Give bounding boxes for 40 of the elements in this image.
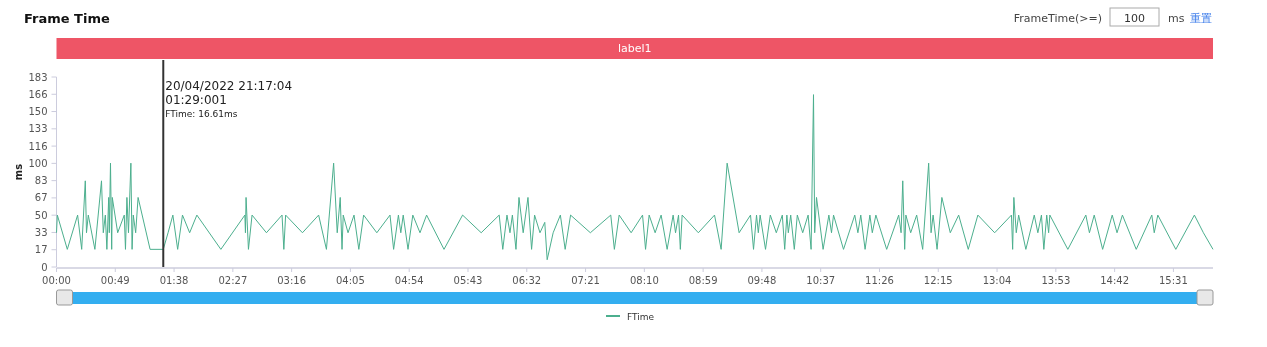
x-tick-label: 13:53 (1041, 275, 1071, 286)
x-tick-label: 02:27 (218, 275, 248, 286)
x-tick-label: 05:43 (453, 275, 483, 286)
x-tick-label: 00:49 (100, 275, 130, 286)
y-tick-label: 116 (28, 140, 48, 152)
annotation: FTime: 16.61ms (165, 109, 238, 119)
x-tick-label: 06:32 (512, 275, 542, 286)
x-tick-label: 13:04 (982, 275, 1012, 286)
x-tick-label: 14:42 (1100, 275, 1130, 286)
x-tick-label: 09:48 (747, 275, 777, 286)
y-tick-label: 133 (28, 123, 48, 135)
x-tick-label: 04:05 (336, 275, 365, 286)
x-tick-label: 01:38 (159, 275, 189, 286)
text: label1 (617, 42, 652, 55)
y-tick-label: 100 (28, 157, 48, 169)
chart-title: Frame Time (24, 11, 110, 26)
y-tick-label: 50 (34, 209, 48, 221)
x-tick-label: 04:54 (394, 275, 424, 286)
x-tick-label: 08:10 (629, 275, 659, 286)
y-tick-label: 67 (34, 192, 48, 204)
x-tick-label: 00:00 (42, 275, 71, 286)
x-tick-label: 07:21 (571, 275, 600, 286)
y-tick-label: 83 (34, 175, 48, 187)
x-tick-label: 08:59 (688, 275, 718, 286)
x-tick-label: 12:15 (923, 275, 953, 286)
y-tick-label: 0 (41, 261, 48, 273)
x-tick-label: 15:31 (1159, 275, 1188, 286)
x-tick-label: 11:26 (865, 275, 894, 286)
y-tick-label: 17 (34, 244, 48, 256)
legend-label: FTime (627, 311, 655, 322)
y-tick-label: 150 (28, 106, 48, 118)
x-tick-label: 10:37 (806, 275, 836, 286)
annotation: 20/04/2022 21:17:04 (165, 79, 293, 93)
x-tick-label: 03:16 (277, 275, 307, 286)
y-axis-title: ms (13, 163, 24, 181)
annotation: 01:29:001 (165, 93, 227, 107)
controls: FrameTime(>=) 100 ms 重置 (1013, 7, 1212, 27)
y-tick-label: 183 (28, 71, 48, 83)
y-tick-label: 33 (34, 226, 48, 238)
y-tick-label: 166 (28, 88, 48, 100)
